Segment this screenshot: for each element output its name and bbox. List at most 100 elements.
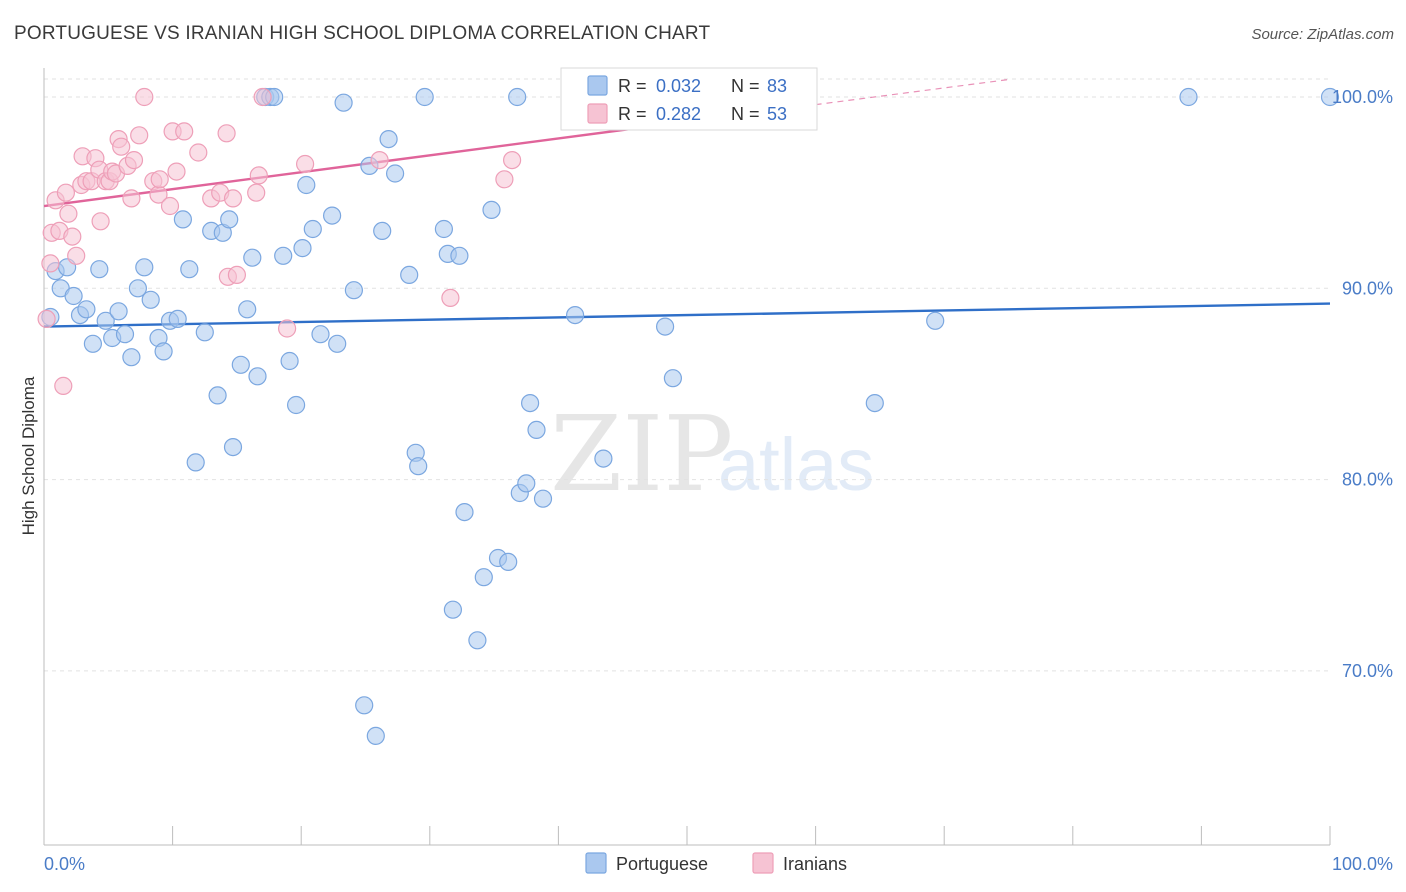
legend-label-portuguese: Portuguese [616, 854, 708, 874]
stats-n-value-iranians: 53 [767, 104, 787, 124]
point-iranians-33 [167, 162, 186, 181]
point-portuguese-32 [243, 248, 262, 267]
point-portuguese-50 [366, 726, 385, 746]
point-portuguese-57 [415, 87, 434, 107]
point-portuguese-37 [274, 246, 293, 265]
point-portuguese-74 [565, 306, 585, 325]
point-portuguese-18 [154, 342, 173, 361]
point-portuguese-8 [90, 260, 109, 279]
point-iranians-25 [124, 151, 144, 170]
stats-r-value-iranians: 0.282 [656, 104, 701, 124]
point-portuguese-31 [238, 300, 257, 319]
point-portuguese-38 [280, 351, 299, 371]
stats-r-value-portuguese: 0.032 [656, 76, 701, 96]
y-axis-label: High School Diploma [19, 376, 38, 535]
point-portuguese-65 [482, 200, 501, 219]
point-portuguese-68 [508, 87, 527, 107]
legend-swatch-iranians [752, 852, 774, 874]
tick-labels: 100.0% 90.0% 80.0% 70.0% 0.0% 100.0% [44, 87, 1393, 874]
point-portuguese-40 [293, 239, 312, 258]
point-portuguese-61 [450, 246, 469, 265]
point-iranians-42 [247, 183, 266, 202]
grid [44, 78, 1330, 672]
point-portuguese-6 [77, 300, 96, 319]
stats-n-label-iranians: N = [731, 104, 760, 124]
point-portuguese-39 [287, 395, 306, 415]
point-iranians-41 [227, 265, 246, 284]
point-portuguese-56 [409, 457, 428, 476]
point-iranians-7 [59, 204, 78, 223]
stats-n-label-portuguese: N = [731, 76, 760, 96]
point-iranians-38 [217, 124, 236, 143]
point-portuguese-82 [1320, 87, 1340, 107]
x-tick-label-end: 100.0% [1332, 854, 1393, 874]
stats-n-value-portuguese: 83 [767, 76, 787, 96]
point-portuguese-4 [64, 286, 83, 306]
point-portuguese-7 [83, 334, 103, 353]
point-portuguese-71 [520, 394, 540, 413]
chart-title: PORTUGUESE VS IRANIAN HIGH SCHOOL DIPLOM… [14, 23, 710, 44]
trend-line-iranians-extension [815, 78, 1009, 106]
stats-r-label-iranians: R = [618, 104, 647, 124]
point-portuguese-43 [311, 325, 330, 344]
stats-r-label-portuguese: R = [618, 76, 647, 96]
point-iranians-31 [160, 196, 180, 216]
point-portuguese-23 [186, 453, 205, 472]
point-iranians-6 [56, 183, 76, 202]
point-portuguese-14 [128, 279, 147, 298]
point-iranians-47 [370, 151, 389, 170]
point-iranians-8 [63, 227, 82, 246]
point-portuguese-15 [135, 258, 154, 277]
point-portuguese-26 [208, 386, 227, 405]
point-portuguese-42 [303, 219, 322, 239]
point-portuguese-47 [344, 281, 363, 300]
point-portuguese-53 [386, 164, 405, 183]
axes [43, 68, 1331, 846]
stats-swatch-iranians [587, 103, 608, 124]
point-iranians-49 [495, 170, 514, 189]
point-portuguese-80 [926, 311, 945, 330]
point-iranians-1 [41, 254, 60, 273]
point-iranians-27 [135, 87, 154, 107]
point-portuguese-79 [865, 394, 884, 413]
point-portuguese-60 [443, 600, 462, 619]
y-tick-label-3: 70.0% [1342, 661, 1393, 681]
point-portuguese-30 [231, 355, 250, 374]
point-portuguese-11 [109, 302, 128, 321]
stats-legend: R = 0.032 N = 83 R = 0.282 N = 53 [560, 67, 818, 131]
point-portuguese-62 [455, 502, 474, 522]
point-portuguese-44 [323, 206, 342, 225]
point-portuguese-16 [141, 290, 160, 309]
point-portuguese-29 [223, 438, 243, 457]
point-portuguese-45 [328, 334, 347, 353]
point-iranians-22 [112, 137, 131, 156]
point-iranians-9 [67, 246, 86, 265]
x-tick-label-start: 0.0% [44, 854, 85, 874]
point-portuguese-77 [655, 317, 675, 336]
y-tick-label-0: 100.0% [1332, 87, 1393, 107]
chart-source: Source: ZipAtlas.com [1251, 26, 1394, 43]
point-iranians-16 [91, 212, 110, 231]
stats-swatch-portuguese [587, 75, 608, 96]
point-portuguese-48 [355, 696, 374, 715]
point-iranians-40 [223, 189, 243, 208]
point-portuguese-24 [195, 323, 214, 342]
point-portuguese-78 [663, 369, 683, 388]
y-tick-label-2: 80.0% [1342, 470, 1393, 490]
trend-line-portuguese [43, 302, 1331, 328]
point-portuguese-54 [400, 265, 419, 284]
point-iranians-34 [175, 122, 194, 141]
point-iranians-43 [249, 166, 268, 185]
legend-swatch-portuguese [585, 852, 607, 874]
point-portuguese-13 [122, 348, 141, 367]
point-portuguese-21 [173, 210, 192, 229]
point-portuguese-63 [468, 631, 487, 650]
y-tick-label-1: 90.0% [1342, 278, 1393, 298]
point-portuguese-22 [180, 260, 199, 279]
watermark-zip: ZIP [550, 393, 733, 515]
point-portuguese-41 [297, 175, 316, 195]
point-iranians-30 [150, 170, 169, 189]
series-legend: Portuguese Iranians [585, 852, 847, 874]
point-portuguese-73 [533, 489, 553, 508]
